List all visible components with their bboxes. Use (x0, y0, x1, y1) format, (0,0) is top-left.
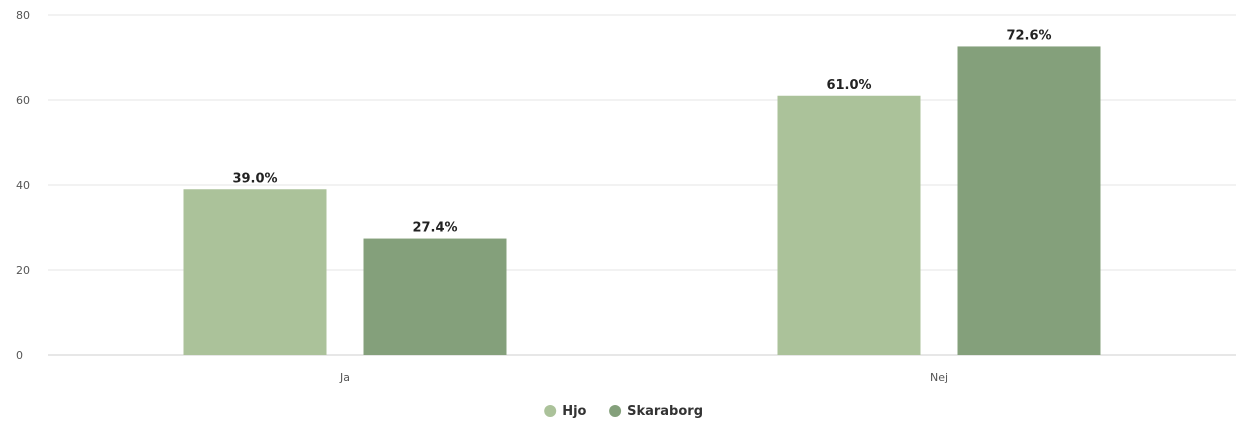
legend-label-skaraborg[interactable]: Skaraborg (627, 404, 703, 419)
bar-hjo-nej[interactable] (777, 95, 921, 355)
bar-skaraborg-ja[interactable] (363, 238, 507, 355)
y-tick-label: 20 (16, 264, 30, 277)
legend-marker-skaraborg[interactable] (609, 405, 622, 417)
y-tick-label: 40 (16, 179, 30, 192)
x-axis-ticks: Ja Nej (339, 371, 948, 384)
data-label: 61.0% (826, 78, 871, 93)
bars (183, 46, 1101, 355)
y-tick-label: 0 (16, 349, 23, 362)
y-tick-label: 60 (16, 94, 30, 107)
x-tick-label: Nej (930, 371, 948, 384)
data-labels: 39.0% 27.4% 61.0% 72.6% (232, 28, 1051, 235)
legend-marker-hjo[interactable] (544, 405, 557, 417)
legend-label-hjo[interactable]: Hjo (562, 404, 586, 419)
data-label: 39.0% (232, 171, 277, 186)
y-axis-ticks: 0 20 40 60 80 (16, 9, 30, 362)
legend[interactable]: Hjo Skaraborg (544, 404, 703, 419)
bar-skaraborg-nej[interactable] (957, 46, 1101, 355)
data-label: 27.4% (412, 221, 457, 236)
x-tick-label: Ja (339, 371, 350, 384)
y-tick-label: 80 (16, 9, 30, 22)
bar-hjo-ja[interactable] (183, 189, 327, 355)
data-label: 72.6% (1006, 28, 1051, 43)
